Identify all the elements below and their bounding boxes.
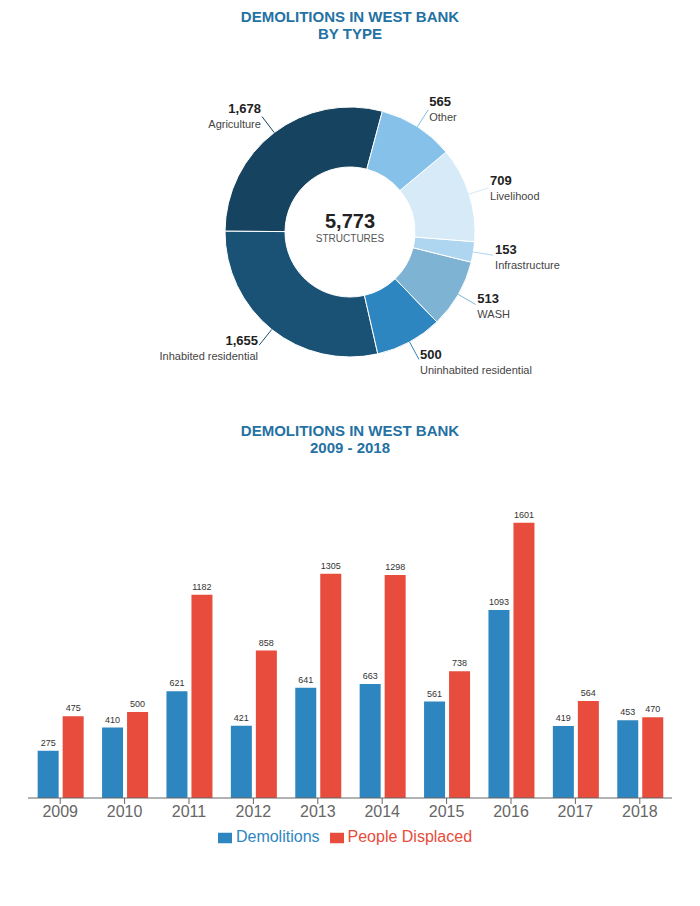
- svg-text:858: 858: [259, 638, 274, 648]
- svg-text:1,678Agriculture: 1,678Agriculture: [208, 101, 261, 130]
- svg-text:2016: 2016: [493, 803, 529, 820]
- svg-text:421: 421: [234, 713, 249, 723]
- svg-text:565Other: 565Other: [429, 94, 457, 123]
- html-text:DEMOLITIONS IN WEST BANK: DEMOLITIONS IN WEST BANK: [240, 8, 460, 25]
- svg-text:2012: 2012: [236, 803, 272, 820]
- svg-text:2017: 2017: [558, 803, 594, 820]
- svg-text:561: 561: [427, 689, 442, 699]
- html-text:Demolitions: Demolitions: [235, 828, 320, 845]
- html-text:5,773: 5,773: [325, 210, 375, 232]
- svg-text:2015: 2015: [429, 803, 465, 820]
- svg-text:453: 453: [620, 707, 635, 717]
- svg-text:1298: 1298: [385, 562, 405, 572]
- svg-text:621: 621: [169, 678, 184, 688]
- svg-text:663: 663: [363, 671, 378, 681]
- svg-text:513WASH: 513WASH: [477, 291, 510, 320]
- svg-text:410: 410: [105, 715, 120, 725]
- svg-text:1093: 1093: [489, 597, 509, 607]
- svg-text:2013: 2013: [300, 803, 336, 820]
- svg-text:2010: 2010: [107, 803, 143, 820]
- svg-text:419: 419: [556, 713, 571, 723]
- svg-text:1305: 1305: [321, 561, 341, 571]
- svg-text:153Infrastructure: 153Infrastructure: [495, 242, 560, 271]
- html-text:DEMOLITIONS IN WEST BANK: DEMOLITIONS IN WEST BANK: [240, 422, 460, 439]
- svg-text:2014: 2014: [364, 803, 400, 820]
- html-text:BY TYPE: BY TYPE: [318, 25, 382, 42]
- svg-text:500Uninhabited residential: 500Uninhabited residential: [420, 347, 532, 376]
- svg-text:738: 738: [452, 658, 467, 668]
- svg-text:2009: 2009: [42, 803, 78, 820]
- svg-text:2018: 2018: [622, 803, 658, 820]
- svg-text:475: 475: [66, 703, 81, 713]
- svg-text:500: 500: [130, 699, 145, 709]
- svg-text:275: 275: [41, 738, 56, 748]
- svg-text:470: 470: [645, 704, 660, 714]
- svg-text:564: 564: [581, 688, 596, 698]
- html-text:People Displaced: People Displaced: [347, 828, 473, 845]
- html-text:2009 - 2018: 2009 - 2018: [310, 439, 390, 456]
- svg-text:641: 641: [298, 675, 313, 685]
- svg-text:709Livelihood: 709Livelihood: [490, 173, 540, 202]
- svg-text:2011: 2011: [172, 803, 207, 820]
- svg-text:1182: 1182: [192, 582, 211, 592]
- svg-text:1,655Inhabited residential: 1,655Inhabited residential: [160, 333, 258, 362]
- svg-text:1601: 1601: [514, 510, 534, 520]
- html-text:STRUCTURES: STRUCTURES: [315, 233, 385, 244]
